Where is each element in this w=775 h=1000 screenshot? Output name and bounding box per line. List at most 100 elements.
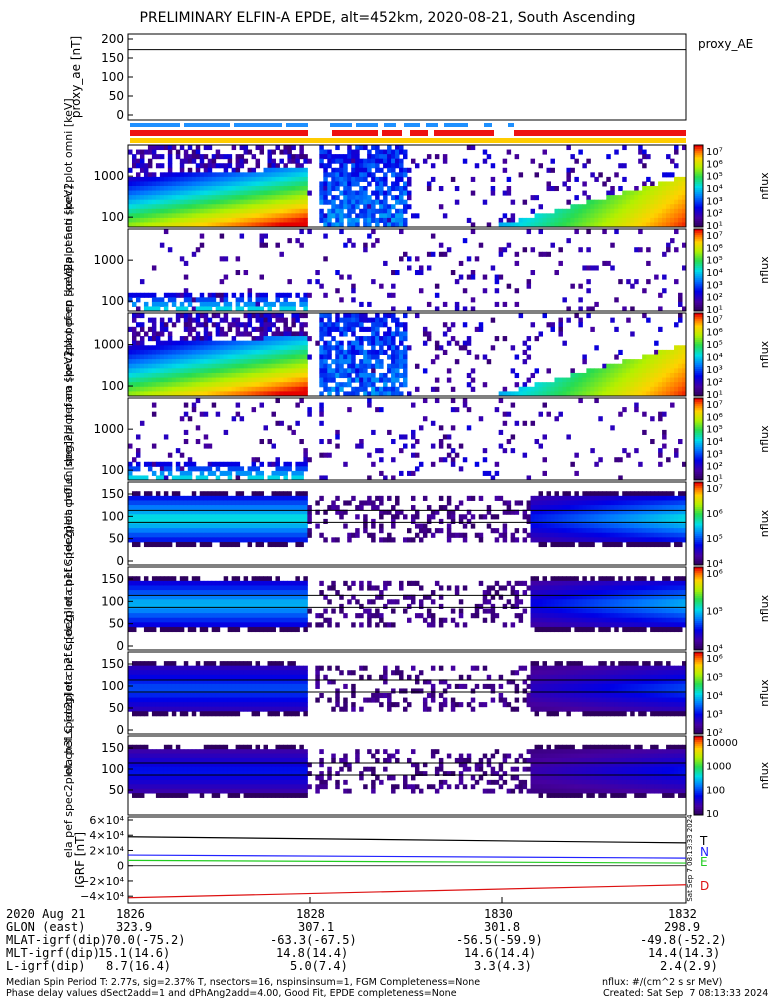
spectrogram-cell bbox=[323, 213, 328, 219]
spectrogram-cell bbox=[259, 386, 265, 392]
spectrogram-cell bbox=[143, 186, 149, 192]
spectrogram-cell bbox=[379, 336, 384, 342]
spectrogram-cell bbox=[327, 213, 332, 219]
spectrogram-cell bbox=[211, 186, 217, 192]
spectrogram-cell bbox=[207, 172, 213, 178]
spectrogram-cell bbox=[271, 359, 276, 365]
spectrogram-cell bbox=[598, 528, 603, 534]
spectrogram-cell bbox=[128, 528, 133, 534]
spectrogram-cell bbox=[223, 292, 229, 298]
spectrogram-cell bbox=[183, 537, 189, 543]
spectrogram-cell bbox=[618, 208, 623, 214]
spectrogram-cell bbox=[494, 495, 500, 501]
spectrogram-cell bbox=[598, 491, 603, 497]
spectrogram-cell bbox=[446, 326, 452, 332]
spectrogram-cell bbox=[678, 199, 683, 205]
spectrogram-cell bbox=[267, 354, 272, 360]
spectrogram-cell bbox=[128, 222, 133, 228]
spectrogram-cell bbox=[670, 208, 675, 214]
spectrogram-cell bbox=[235, 491, 241, 497]
spectrogram-cell bbox=[295, 368, 300, 374]
spectrogram-cell bbox=[171, 359, 177, 365]
spectrogram-cell bbox=[670, 195, 675, 201]
spectrogram-cell bbox=[502, 420, 508, 426]
spectrogram-cell bbox=[347, 368, 352, 374]
spectrogram-cell bbox=[399, 382, 404, 388]
colorbar-tick-label: 10⁴ bbox=[706, 437, 723, 448]
spectrogram-cell bbox=[594, 532, 599, 538]
spectrogram-cell bbox=[279, 470, 284, 476]
spectrogram-cell bbox=[339, 317, 344, 323]
spectrogram-cell bbox=[510, 509, 516, 515]
spectrogram-cell bbox=[554, 532, 559, 538]
spectrogram-cell bbox=[327, 372, 332, 379]
spectrogram-cell bbox=[626, 518, 631, 524]
spectrogram-cell bbox=[139, 208, 145, 214]
spectrogram-cell bbox=[478, 514, 484, 520]
spectrogram-cell bbox=[682, 208, 687, 214]
spectrogram-cell bbox=[343, 349, 348, 355]
spectrogram-cell bbox=[359, 377, 364, 383]
spectrogram-cell bbox=[267, 532, 272, 538]
spectrogram-cell bbox=[331, 213, 336, 219]
spectrogram-cell bbox=[143, 163, 149, 169]
spectrogram-cell bbox=[223, 306, 229, 312]
spectrogram-cell bbox=[227, 377, 233, 383]
spectrogram-cell bbox=[594, 213, 599, 219]
spectrogram-cell bbox=[283, 537, 288, 543]
spectrogram-cell bbox=[203, 172, 209, 178]
spectrogram-cell bbox=[139, 326, 145, 332]
spectrogram-cell bbox=[375, 190, 380, 196]
spectrogram-cell bbox=[662, 181, 667, 187]
spectrogram-cell bbox=[383, 537, 388, 543]
spectrogram-cell bbox=[666, 495, 671, 501]
spectrogram-cell bbox=[650, 213, 655, 219]
spectrogram-cell bbox=[666, 372, 671, 379]
spectrogram-cell bbox=[151, 317, 157, 323]
spectrogram-cell bbox=[195, 528, 201, 534]
spectrogram-cell bbox=[147, 359, 153, 365]
spectrogram-cell bbox=[403, 251, 408, 257]
spectrogram-cell bbox=[183, 368, 189, 374]
spectrogram-cell bbox=[151, 537, 157, 543]
spectrogram-cell bbox=[307, 505, 312, 511]
spectrogram-tick-label: 150 bbox=[101, 487, 124, 501]
spectrogram-cell bbox=[610, 190, 615, 196]
spectrogram-cell bbox=[582, 523, 587, 529]
spectrogram-cell bbox=[558, 537, 563, 543]
spectrogram-cell bbox=[582, 181, 587, 187]
status-bar-red-seg bbox=[514, 130, 686, 136]
spectrogram-cell bbox=[458, 274, 464, 280]
colorbar-cell bbox=[694, 257, 703, 261]
spectrogram-cell bbox=[438, 443, 444, 449]
spectrogram-cell bbox=[391, 195, 396, 201]
spectrogram-cell bbox=[183, 292, 189, 298]
spectrogram-cell bbox=[371, 429, 376, 435]
colorbar-cell bbox=[694, 531, 703, 535]
spectrogram-cell bbox=[239, 500, 245, 506]
spectrogram-cell bbox=[422, 528, 428, 534]
spectrogram-cell bbox=[179, 190, 185, 196]
spectrogram-cell bbox=[299, 518, 304, 524]
spectrogram-cell bbox=[534, 217, 540, 223]
spectrogram-cell bbox=[151, 576, 157, 582]
spectrogram-cell bbox=[255, 475, 261, 481]
spectrogram-cell bbox=[482, 448, 488, 454]
spectrogram-cell bbox=[239, 331, 245, 337]
spectrogram-cell bbox=[450, 398, 456, 404]
spectrogram-cell bbox=[251, 217, 257, 223]
status-bar-red-seg bbox=[332, 130, 378, 136]
spectrogram-cell bbox=[323, 186, 328, 192]
spectrogram-cell bbox=[630, 532, 635, 538]
spectrogram-cell bbox=[578, 149, 583, 155]
spectrogram-cell bbox=[183, 306, 189, 312]
spectrogram-cell bbox=[128, 359, 133, 365]
spectrogram-cell bbox=[678, 439, 683, 445]
spectrogram-cell bbox=[167, 195, 173, 201]
status-bar-blue-seg bbox=[484, 123, 492, 127]
spectrogram-cell bbox=[135, 368, 141, 374]
colorbar-cell bbox=[694, 502, 703, 506]
spectrogram-cell bbox=[307, 190, 312, 196]
spectrogram-cell bbox=[211, 470, 217, 476]
spectrogram-cell bbox=[638, 537, 643, 543]
